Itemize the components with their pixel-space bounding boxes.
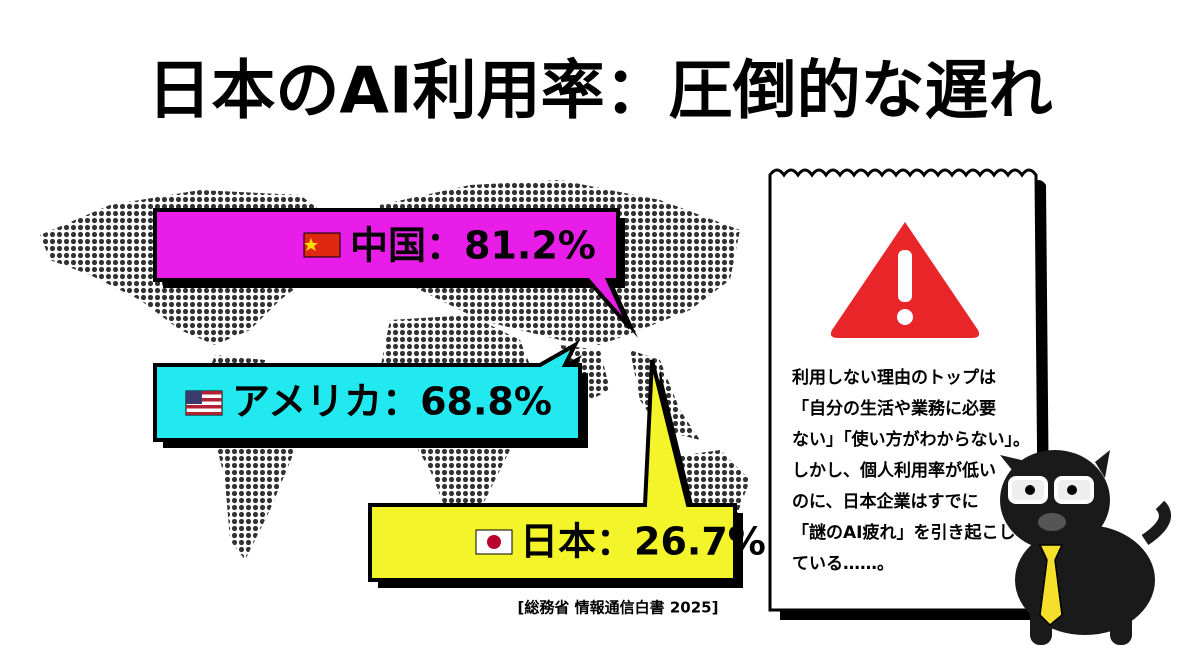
note-line: のに、日本企業はすでに	[792, 491, 979, 512]
title: 日本のAI利用率：圧倒的な遅れ	[147, 55, 1052, 129]
china-flag	[303, 232, 341, 258]
japan-flag	[475, 529, 513, 555]
note-line: ない」「使い方がわからない」。	[792, 429, 1030, 450]
japan-label: 日本：26.7%	[520, 520, 766, 564]
japan-callout: 日本：26.7%	[368, 359, 766, 588]
source: [総務省 情報通信白書 2025]	[518, 599, 719, 617]
usa-label: アメリカ：68.8%	[232, 380, 552, 424]
note-text: 利用しない理由のトップは「自分の生活や業務に必要ない」「使い方がわからない」。し…	[792, 367, 1030, 574]
usa-callout: アメリカ：68.8%	[153, 339, 588, 448]
note-line: 「謎のAI疲れ」を引き起こし	[792, 522, 1015, 543]
note-card: 利用しない理由のトップは「自分の生活や業務に必要ない」「使い方がわからない」。し…	[768, 168, 1050, 620]
china-label: 中国：81.2%	[350, 224, 596, 268]
note-line: しかし、個人利用率が低い	[792, 460, 996, 481]
note-line: 「自分の生活や業務に必要	[792, 398, 996, 419]
pug-mascot	[1000, 450, 1171, 645]
note-line: 利用しない理由のトップは	[792, 367, 996, 388]
china-callout: 中国：81.2%	[153, 208, 638, 338]
usa-flag	[185, 390, 223, 416]
note-line: ている……。	[792, 554, 894, 574]
